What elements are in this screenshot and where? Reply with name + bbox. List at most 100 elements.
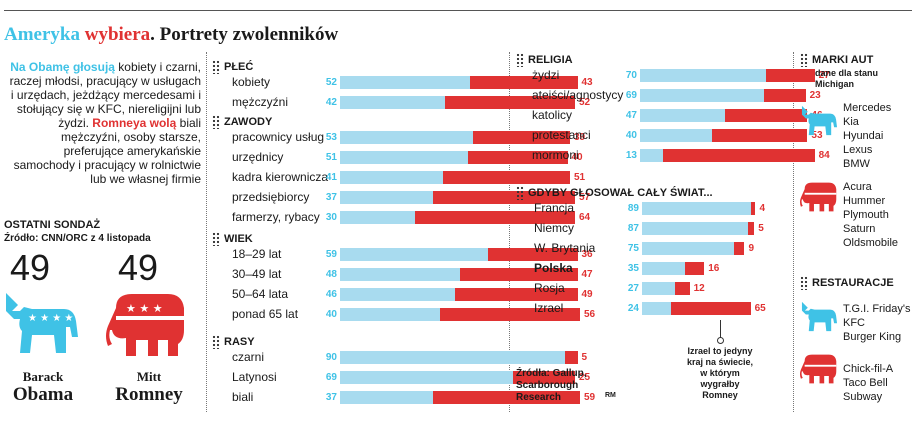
category-label: protestanci bbox=[532, 128, 591, 142]
separator bbox=[206, 52, 207, 412]
page-title: Ameryka wybiera. Portrety zwolenników bbox=[4, 24, 338, 46]
chart-row: katolicy4746 bbox=[0, 108, 916, 123]
section-title: WIEK bbox=[224, 233, 253, 245]
source-line: Źródła: Gallup, bbox=[516, 368, 587, 379]
romney-bar bbox=[565, 351, 578, 364]
obama-value-label: 37 bbox=[325, 192, 337, 203]
obama-bar bbox=[340, 191, 433, 204]
category-label: przedsiębiorcy bbox=[232, 190, 310, 204]
obama-value-label: 69 bbox=[625, 90, 637, 101]
romney-bar bbox=[733, 242, 745, 255]
obama-value-label: 40 bbox=[625, 130, 637, 141]
poll-title: OSTATNI SONDAŻ bbox=[4, 219, 101, 231]
annotation-line-text: kraj na świecie, bbox=[686, 357, 754, 367]
category-label: farmerzy, rybacy bbox=[232, 210, 320, 224]
obama-value-label: 70 bbox=[625, 70, 637, 81]
obama-bar bbox=[340, 171, 443, 184]
chart-row: biali 37 59 bbox=[0, 390, 916, 405]
obama-bar bbox=[340, 131, 473, 144]
intro-romney-lead: Romneya wolą bbox=[92, 116, 177, 130]
category-label: pracownicy usług bbox=[232, 130, 325, 144]
chart-row: 18–29 lat 59 36 bbox=[0, 247, 916, 262]
romney-value-label: 52 bbox=[579, 97, 591, 108]
sources-note: Źródła: Gallup, Scarborough Research bbox=[516, 368, 587, 404]
svg-text:★ ★ ★: ★ ★ ★ bbox=[126, 302, 163, 315]
obama-value-label: 46 bbox=[325, 289, 337, 300]
title-part-rest: . Portrety zwolenników bbox=[150, 24, 339, 45]
intro-romney-text: biali mężczyźni, osoby starsze, preferuj… bbox=[13, 116, 201, 186]
category-label: mężczyźni bbox=[232, 95, 289, 109]
intro-obama-text: kobiety i czarni, raczej młodsi, pracują… bbox=[9, 60, 201, 130]
section-header: WIEK bbox=[212, 232, 253, 246]
obama-bar bbox=[642, 262, 685, 275]
obama-bar bbox=[340, 288, 455, 301]
chart-row: Izrael 24 65 bbox=[0, 301, 916, 316]
chart-row: ateiści/agnostycy 69 23 bbox=[0, 88, 916, 103]
romney-value-label: 27 bbox=[818, 70, 830, 81]
bullet-dots bbox=[516, 53, 524, 67]
chart-row: Francja 89 4 bbox=[0, 201, 916, 216]
chart-row: farmerzy, rybacy 30 64 bbox=[0, 210, 916, 225]
romney-bar bbox=[671, 302, 751, 315]
annotation-line-text: Romney bbox=[702, 390, 738, 400]
obama-bar bbox=[340, 76, 470, 89]
obama-poll-value: 49 bbox=[10, 247, 51, 288]
romney-bar bbox=[442, 171, 570, 184]
category-label: Latynosi bbox=[232, 370, 277, 384]
restaurant-item: Subway bbox=[843, 391, 883, 403]
chart-row: kobiety 52 43 bbox=[0, 75, 916, 90]
category-label: Polska bbox=[534, 261, 573, 275]
chart-row: przedsiębiorcy 37 57 bbox=[0, 190, 916, 205]
category-label: żydzi bbox=[532, 68, 560, 82]
intro-obama-lead: Na Obamę głosują bbox=[10, 60, 115, 74]
section-header: PŁEĆ bbox=[212, 60, 253, 74]
obama-value-label: 53 bbox=[325, 132, 337, 143]
car-brands-subtitle: dane dla stanu Michigan bbox=[815, 68, 879, 89]
section-title: ZAWODY bbox=[224, 116, 273, 128]
restaurants-title: RESTAURACJE bbox=[812, 277, 894, 289]
chart-row: Polska 35 16 bbox=[0, 261, 916, 276]
obama-value-label: 30 bbox=[325, 212, 337, 223]
obama-bar bbox=[642, 282, 675, 295]
category-label: 18–29 lat bbox=[232, 247, 282, 261]
car-brand-item: Mercedes bbox=[843, 102, 892, 114]
car-brands-title: MARKI AUT bbox=[812, 54, 874, 66]
elephant-icon bbox=[800, 182, 837, 212]
section-header: GDYBY GŁOSOWAŁ CAŁY ŚWIAT... bbox=[516, 186, 713, 200]
chart-row: kadra kierownicza 41 51 bbox=[0, 170, 916, 185]
category-label: ponad 65 lat bbox=[232, 307, 299, 321]
section-header: RASY bbox=[212, 335, 255, 349]
chart-row: czarni 90 5 bbox=[0, 350, 916, 365]
annotation-line-text: w którym bbox=[700, 368, 740, 378]
elephant-icon: ★ ★ ★ bbox=[106, 294, 184, 356]
israel-annotation: Izrael to jedyny kraj na świecie, w któr… bbox=[672, 346, 768, 401]
bullet-dots bbox=[212, 60, 220, 74]
restaurant-item: T.G.I. Friday's bbox=[843, 303, 911, 315]
romney-bar bbox=[764, 89, 806, 102]
obama-bar bbox=[642, 222, 749, 235]
category-label: 30–49 lat bbox=[232, 267, 282, 281]
romney-value-label: 51 bbox=[574, 172, 586, 183]
section-title: PŁEĆ bbox=[224, 61, 254, 73]
chart-row: pracownicy usług 53 39 bbox=[0, 130, 916, 145]
romney-value-label: 36 bbox=[581, 249, 593, 260]
restaurant-item: Chick-fil-A bbox=[843, 363, 894, 375]
chart-row: 30–49 lat 48 47 bbox=[0, 267, 916, 282]
obama-bar bbox=[642, 302, 672, 315]
romney-value-label: 12 bbox=[693, 283, 705, 294]
car-brand-item: Lexus bbox=[843, 144, 873, 156]
romney-value-label: 59 bbox=[584, 392, 596, 403]
romney-bar bbox=[415, 211, 575, 224]
romney-bar bbox=[674, 282, 690, 295]
top-rule bbox=[4, 10, 912, 11]
romney-bar bbox=[766, 69, 815, 82]
bullet-dots bbox=[212, 232, 220, 246]
category-label: Izrael bbox=[534, 301, 564, 315]
category-label: Francja bbox=[534, 201, 575, 215]
car-brand-item: BMW bbox=[843, 158, 870, 170]
category-label: czarni bbox=[232, 350, 265, 364]
romney-car-brands: Acura Hummer Plymouth Saturn Oldsmobile bbox=[843, 180, 898, 250]
annotation-marker bbox=[717, 337, 724, 344]
category-label: biali bbox=[232, 390, 254, 404]
obama-car-brands: Mercedes Kia Hyundai Lexus BMW bbox=[843, 101, 891, 171]
